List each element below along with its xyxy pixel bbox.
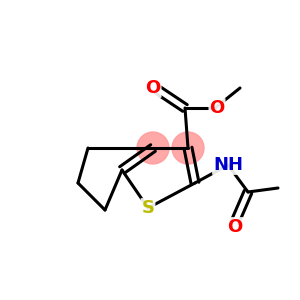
Text: S: S [142, 199, 154, 217]
Circle shape [172, 132, 204, 164]
Circle shape [137, 132, 169, 164]
Text: O: O [209, 99, 225, 117]
Text: NH: NH [213, 156, 243, 174]
Text: O: O [146, 79, 160, 97]
Text: O: O [227, 218, 243, 236]
